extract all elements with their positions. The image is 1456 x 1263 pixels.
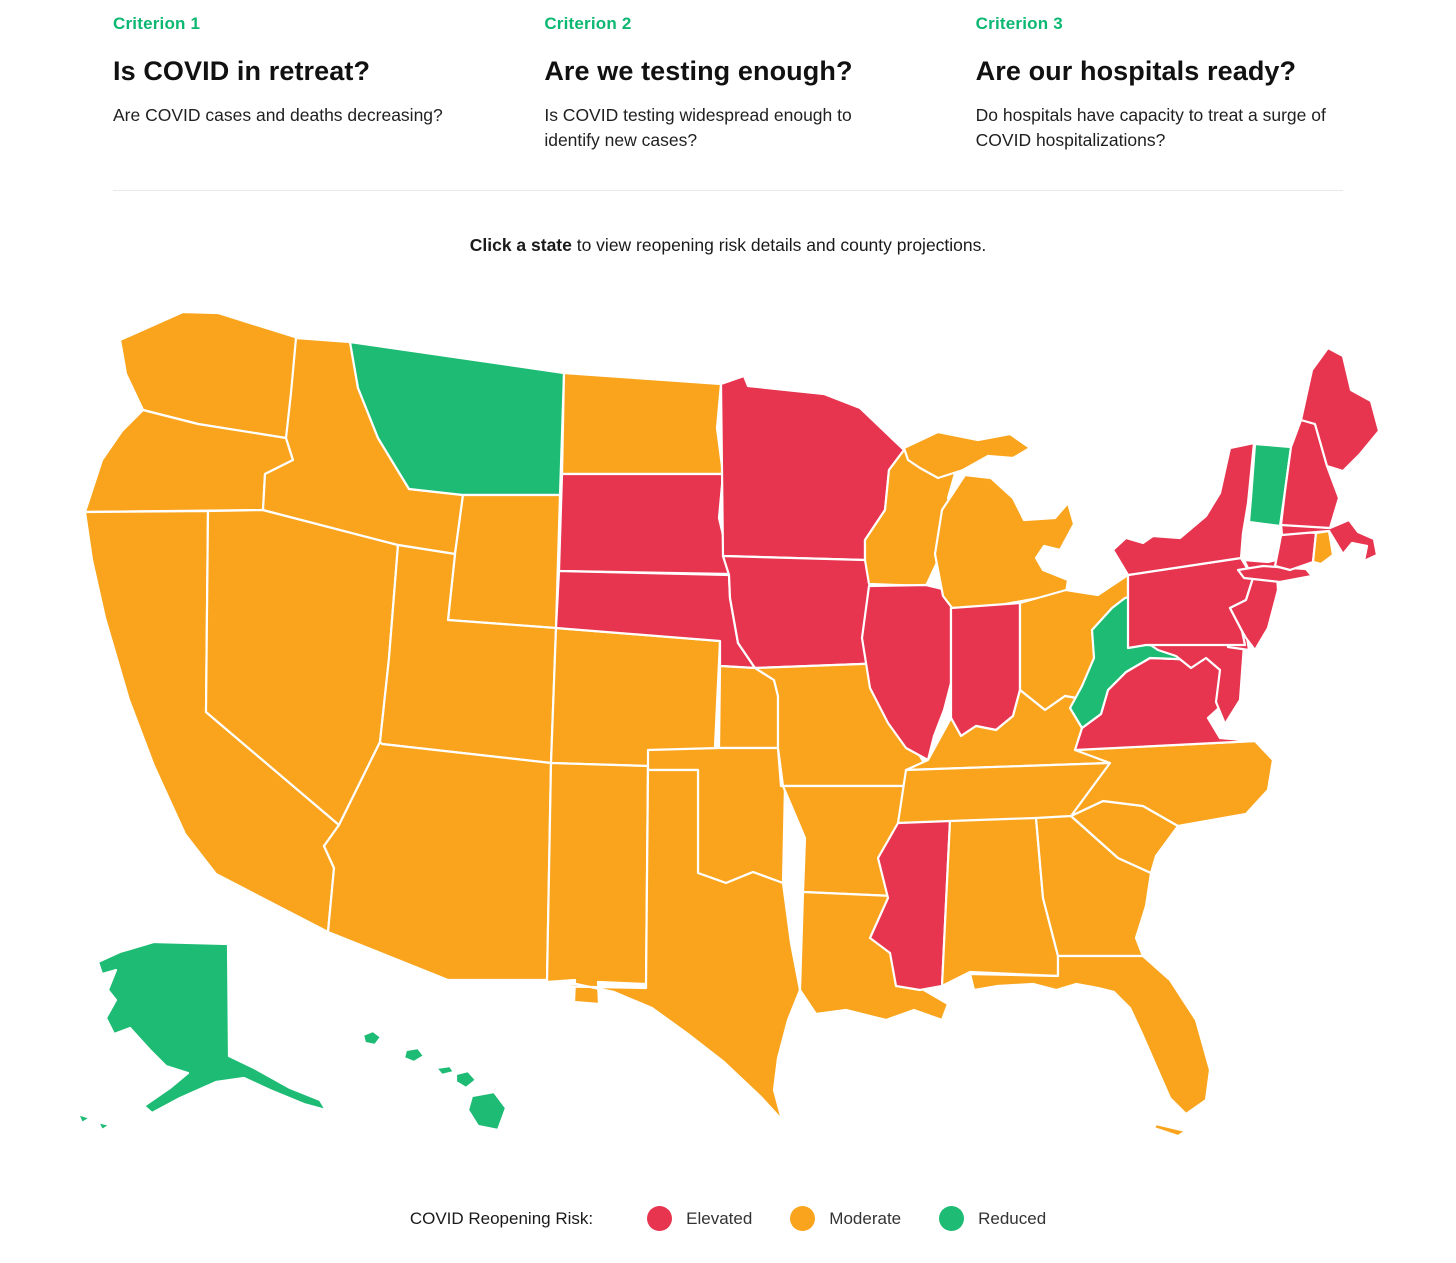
map-instruction-rest: to view reopening risk details and count… [571, 235, 987, 255]
state-NM[interactable] [545, 761, 650, 1006]
criteria-row: Criterion 1 Is COVID in retreat? Are COV… [0, 0, 1456, 152]
state-RI[interactable] [1311, 529, 1335, 566]
state-ND[interactable] [560, 371, 725, 476]
state-HI[interactable] [361, 1029, 508, 1132]
legend-label-elevated: Elevated [686, 1208, 753, 1228]
legend-title: COVID Reopening Risk: [409, 1208, 594, 1228]
us-risk-map [58, 298, 1398, 1160]
criterion-1-label: Criterion 1 [113, 14, 201, 33]
legend-item-reduced: Reduced [939, 1206, 1046, 1231]
reduced-dot-icon [939, 1206, 965, 1231]
state-CO[interactable] [549, 626, 722, 770]
state-SD[interactable] [557, 472, 741, 576]
state-NY[interactable] [1111, 441, 1314, 584]
state-TX[interactable] [538, 768, 802, 1122]
legend-item-elevated: Elevated [647, 1206, 752, 1231]
state-NC[interactable] [1069, 739, 1275, 828]
section-divider [113, 190, 1343, 191]
criterion-1-description: Are COVID cases and deaths decreasing? [113, 105, 443, 125]
state-CT[interactable] [1273, 528, 1318, 572]
state-IN[interactable] [949, 601, 1022, 738]
state-KS[interactable] [717, 664, 780, 750]
criterion-1-title: Is COVID in retreat? [113, 56, 371, 86]
state-NJ[interactable] [1228, 558, 1280, 652]
legend-item-moderate: Moderate [790, 1206, 901, 1231]
criterion-3-label: Criterion 3 [975, 14, 1063, 33]
legend-label-moderate: Moderate [829, 1208, 902, 1228]
state-WY[interactable] [446, 493, 562, 630]
state-AK[interactable] [76, 940, 328, 1132]
criterion-2-title: Are we testing enough? [544, 56, 853, 86]
map-instruction: Click a state to view reopening risk det… [0, 235, 1456, 256]
criterion-2-description: Is COVID testing widespread enough to id… [544, 105, 852, 150]
state-ME[interactable] [1299, 346, 1381, 473]
elevated-dot-icon [647, 1206, 673, 1231]
state-MI[interactable] [902, 430, 1076, 615]
criterion-3-description: Do hospitals have capacity to treat a su… [975, 105, 1326, 150]
moderate-dot-icon [790, 1206, 816, 1231]
criterion-1: Criterion 1 Is COVID in retreat? Are COV… [113, 14, 480, 152]
risk-legend: COVID Reopening Risk: Elevated Moderate … [0, 1206, 1456, 1231]
state-FL[interactable] [968, 954, 1212, 1138]
criterion-2-label: Criterion 2 [544, 14, 632, 33]
criterion-3: Criterion 3 Are our hospitals ready? Do … [976, 14, 1343, 152]
legend-label-reduced: Reduced [978, 1208, 1047, 1228]
state-MA[interactable] [1279, 518, 1379, 563]
state-MD[interactable] [1144, 640, 1246, 726]
criterion-2: Criterion 2 Are we testing enough? Is CO… [544, 14, 911, 152]
criterion-3-title: Are our hospitals ready? [975, 56, 1297, 86]
map-instruction-bold: Click a state [469, 235, 572, 255]
